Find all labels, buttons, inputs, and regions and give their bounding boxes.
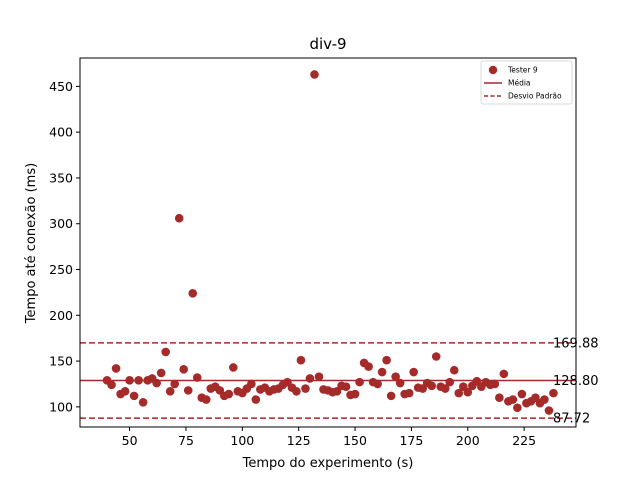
data-point xyxy=(341,382,351,392)
data-point xyxy=(463,387,473,397)
std-value-label: 87.72 xyxy=(553,412,590,427)
legend-marker-points xyxy=(488,65,498,75)
y-tick-label: 300 xyxy=(49,216,73,231)
plot-frame xyxy=(79,57,577,428)
data-point xyxy=(161,347,170,357)
data-point xyxy=(170,379,179,389)
x-tick-label: 75 xyxy=(178,433,194,448)
y-tick-label: 350 xyxy=(49,170,73,185)
data-point xyxy=(391,372,400,381)
data-point xyxy=(404,388,414,398)
x-axis-ticks: 50 75 100 125 150 175 200 225 xyxy=(122,427,536,448)
data-point xyxy=(495,393,504,402)
data-point xyxy=(544,406,554,415)
data-point xyxy=(310,70,319,79)
x-tick-label: 125 xyxy=(287,433,311,448)
data-point xyxy=(314,372,324,381)
y-tick-label: 200 xyxy=(49,308,73,323)
data-point xyxy=(134,376,143,385)
data-point xyxy=(247,379,256,389)
data-point xyxy=(111,364,121,373)
y-tick-label: 250 xyxy=(49,262,73,277)
data-point xyxy=(364,362,373,371)
data-point xyxy=(350,389,360,399)
x-tick-label: 100 xyxy=(230,433,254,448)
data-point xyxy=(386,391,396,401)
data-point xyxy=(152,378,161,388)
data-point xyxy=(540,395,549,404)
data-points xyxy=(102,70,558,415)
data-point xyxy=(517,389,527,399)
data-point xyxy=(499,369,509,379)
data-point xyxy=(179,365,189,374)
data-point xyxy=(449,365,459,375)
legend-label-series: Tester 9 xyxy=(507,66,538,75)
data-point xyxy=(201,395,211,404)
x-tick-label: 200 xyxy=(456,433,480,448)
y-tick-label: 400 xyxy=(49,125,73,140)
data-point xyxy=(549,388,558,398)
data-point xyxy=(373,379,382,389)
data-point xyxy=(183,386,193,395)
legend-box xyxy=(480,60,573,105)
y-axis-ticks: 100 150 200 250 300 350 400 450 xyxy=(49,79,80,414)
data-point xyxy=(120,386,130,396)
y-tick-label: 450 xyxy=(49,79,73,94)
data-point xyxy=(125,376,134,385)
data-point xyxy=(454,388,464,398)
data-point xyxy=(508,395,518,404)
data-point xyxy=(229,363,238,372)
x-tick-label: 175 xyxy=(399,433,423,448)
x-tick-label: 50 xyxy=(122,433,138,448)
data-point xyxy=(355,377,364,387)
data-point xyxy=(427,381,437,391)
data-point xyxy=(409,367,418,377)
data-point xyxy=(431,352,441,361)
data-point xyxy=(445,377,455,387)
data-point xyxy=(188,289,198,298)
data-point xyxy=(296,355,306,365)
data-point xyxy=(192,373,202,382)
legend: Tester 9 Média Desvio Padrão xyxy=(480,60,573,105)
data-point xyxy=(156,368,166,378)
x-tick-label: 225 xyxy=(512,433,536,448)
data-point xyxy=(305,374,315,383)
data-point xyxy=(440,384,450,393)
data-point xyxy=(174,213,184,223)
x-axis-label: Tempo do experimento (s) xyxy=(242,456,414,471)
data-point xyxy=(490,379,500,389)
y-axis-label: Tempo até conexão (ms) xyxy=(24,163,39,324)
data-point xyxy=(292,386,301,396)
data-point xyxy=(395,378,405,388)
y-tick-label: 150 xyxy=(49,354,73,369)
chart-title: div-9 xyxy=(309,35,346,53)
data-point xyxy=(224,389,234,399)
legend-label-std: Desvio Padrão xyxy=(508,92,562,101)
data-point xyxy=(129,391,139,401)
x-tick-label: 150 xyxy=(343,433,367,448)
data-point xyxy=(138,397,148,407)
y-tick-label: 100 xyxy=(49,399,73,414)
data-point xyxy=(251,395,261,404)
data-point xyxy=(382,355,391,365)
data-point xyxy=(165,386,175,396)
data-point xyxy=(301,384,310,393)
data-point xyxy=(377,367,387,377)
data-point xyxy=(107,380,116,390)
legend-label-mean: Média xyxy=(508,79,531,88)
data-point xyxy=(513,403,522,413)
